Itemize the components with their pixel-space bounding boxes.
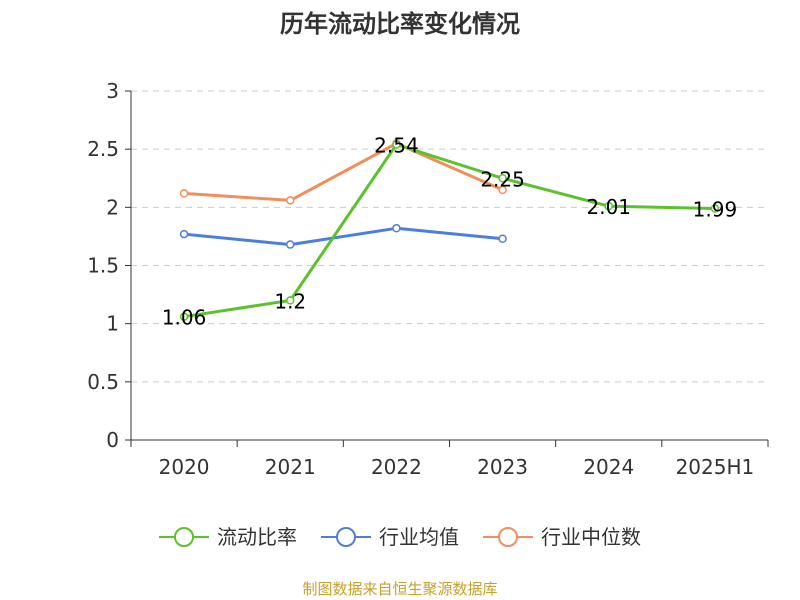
y-tick-label: 0.5	[87, 370, 119, 394]
data-label: 2.01	[586, 195, 631, 219]
data-point	[286, 296, 295, 305]
data-label: 2.54	[374, 134, 419, 158]
legend-item[interactable]: 流动比率	[159, 525, 297, 549]
data-point	[710, 204, 720, 213]
data-label: 1.2	[274, 289, 306, 313]
legend-swatch-marker	[498, 527, 518, 547]
legend-item[interactable]: 行业中位数	[483, 525, 641, 549]
source-note: 制图数据来自恒生聚源数据库	[302, 580, 497, 598]
x-tick-label: 2021	[265, 455, 316, 479]
data-label: 1.06	[162, 306, 207, 330]
data-point	[498, 174, 507, 183]
series-lines	[183, 141, 715, 319]
y-tick-label: 1	[106, 312, 119, 336]
x-tick-label: 2022	[371, 455, 422, 479]
data-label: 2.25	[480, 167, 525, 191]
y-tick-label: 0	[106, 428, 119, 452]
x-tick-label: 2023	[477, 455, 528, 479]
axes: 0 0.5 1 1.5 2 2.5 3 2020 2021 2022 2023 2024 2025H1	[87, 79, 769, 479]
legend: 流动比率 行业均值 行业中位数	[159, 525, 641, 549]
x-tick-label: 2025H1	[676, 455, 755, 479]
y-tick-label: 2.5	[87, 137, 119, 161]
legend-swatch-marker	[336, 527, 356, 547]
data-point	[498, 185, 507, 195]
legend-label: 行业中位数	[541, 525, 641, 549]
x-tick-label: 2024	[583, 455, 634, 479]
y-tick-label: 1.5	[87, 254, 119, 278]
data-point	[286, 196, 295, 205]
chart-title: 历年流动比率变化情况	[280, 10, 520, 38]
legend-label: 行业均值	[379, 525, 459, 549]
y-tick-label: 3	[106, 79, 119, 103]
series-line	[183, 226, 503, 247]
series-points	[179, 139, 720, 321]
data-label: 1.99	[693, 197, 738, 221]
data-point	[286, 240, 295, 249]
data-point	[498, 234, 507, 243]
data-point	[179, 189, 189, 198]
x-tick-label: 2020	[159, 455, 210, 479]
data-labels: 1.06 1.2 2.54 2.25 2.01 1.99	[162, 134, 737, 330]
data-point	[392, 224, 401, 233]
series-line	[183, 143, 715, 319]
legend-label: 流动比率	[217, 525, 297, 549]
data-point	[604, 201, 613, 211]
data-point	[179, 229, 189, 239]
legend-swatch-marker	[174, 527, 194, 547]
legend-item[interactable]: 行业均值	[321, 525, 459, 549]
data-point	[392, 140, 401, 149]
series-line	[184, 141, 504, 202]
data-point	[179, 312, 189, 321]
grid	[131, 90, 768, 383]
y-tick-label: 2	[106, 195, 119, 219]
